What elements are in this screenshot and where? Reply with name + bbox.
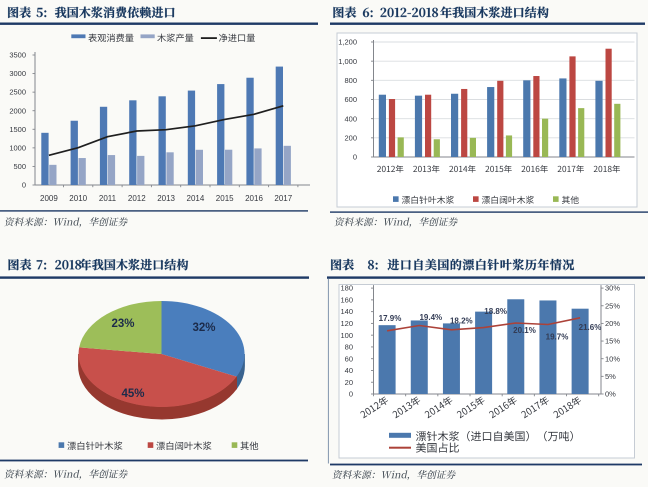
svg-text:2016: 2016 [245,194,263,203]
svg-text:2015: 2015 [216,194,234,203]
svg-text:0: 0 [349,390,353,399]
svg-text:1,200: 1,200 [338,38,357,47]
svg-text:0: 0 [22,181,26,190]
svg-text:2011: 2011 [99,194,117,203]
svg-text:21.6%: 21.6% [579,323,602,332]
svg-text:1,000: 1,000 [338,57,357,66]
svg-text:3500: 3500 [9,51,26,60]
svg-text:20: 20 [345,378,353,387]
svg-text:140: 140 [340,307,353,316]
svg-text:2009: 2009 [40,194,58,203]
svg-text:32%: 32% [192,322,215,334]
svg-text:100: 100 [340,331,353,340]
svg-text:10%: 10% [605,354,620,363]
svg-text:800: 800 [344,76,357,85]
svg-text:180: 180 [340,284,353,293]
svg-text:18.8%: 18.8% [484,307,507,316]
svg-text:0%: 0% [605,390,616,399]
svg-text:1500: 1500 [9,125,26,134]
svg-text:19.4%: 19.4% [419,313,442,322]
svg-text:20.1%: 20.1% [513,326,536,335]
svg-text:19.7%: 19.7% [546,333,569,342]
svg-text:18.2%: 18.2% [450,317,473,326]
svg-text:200: 200 [344,133,357,142]
svg-text:15%: 15% [605,337,620,346]
svg-text:400: 400 [344,114,357,123]
svg-text:23%: 23% [111,318,134,330]
svg-text:25%: 25% [605,301,620,310]
svg-text:500: 500 [13,162,26,171]
svg-text:2013: 2013 [157,194,175,203]
svg-text:120: 120 [340,319,353,328]
svg-text:30%: 30% [605,284,620,293]
svg-text:80: 80 [345,343,353,352]
svg-text:600: 600 [344,95,357,104]
svg-text:60: 60 [345,354,353,363]
svg-text:2014: 2014 [187,194,205,203]
svg-text:40: 40 [345,366,353,375]
svg-text:2012: 2012 [128,194,146,203]
svg-text:0: 0 [353,153,357,162]
svg-text:17.9%: 17.9% [379,314,402,323]
svg-text:2000: 2000 [9,106,26,115]
svg-text:2010: 2010 [69,194,87,203]
svg-text:20%: 20% [605,319,620,328]
svg-text:160: 160 [340,295,353,304]
svg-text:2017: 2017 [274,194,292,203]
svg-text:2500: 2500 [9,88,26,97]
svg-text:3000: 3000 [9,69,26,78]
svg-text:1000: 1000 [9,143,26,152]
svg-text:5%: 5% [605,372,616,381]
svg-text:45%: 45% [121,388,144,400]
